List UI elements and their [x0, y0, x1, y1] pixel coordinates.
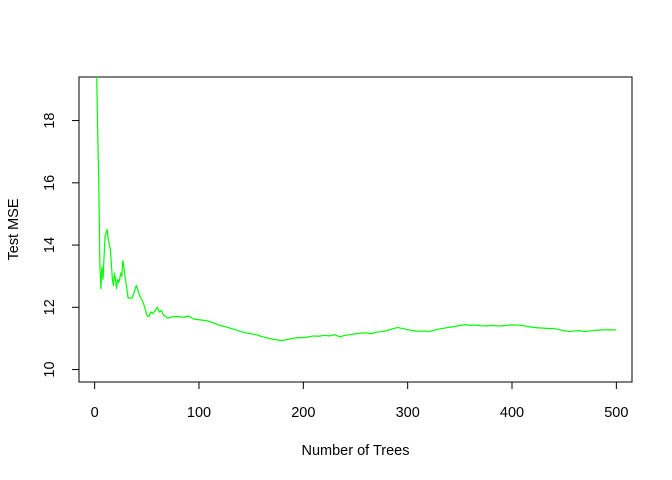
x-axis-title: Number of Trees [302, 443, 410, 459]
series-layer [95, 77, 617, 342]
y-tick-label: 16 [42, 175, 58, 191]
y-tick-label: 10 [42, 361, 58, 377]
y-tick-label: 12 [42, 299, 58, 315]
y-tick-label: 18 [42, 113, 58, 129]
x-tick-label: 0 [91, 405, 99, 421]
x-tick-label: 400 [500, 405, 524, 421]
y-tick-label: 14 [42, 237, 58, 253]
x-tick-label: 500 [604, 405, 628, 421]
plot-box [78, 76, 633, 383]
y-axis: 10 12 14 16 18 [42, 113, 80, 378]
x-tick-label: 200 [291, 405, 315, 421]
y-axis-title: Test MSE [6, 198, 22, 260]
series-line [95, 77, 617, 342]
x-tick-label: 100 [187, 405, 211, 421]
x-axis: 0 100 200 300 400 500 [91, 381, 628, 421]
x-tick-label: 300 [396, 405, 420, 421]
